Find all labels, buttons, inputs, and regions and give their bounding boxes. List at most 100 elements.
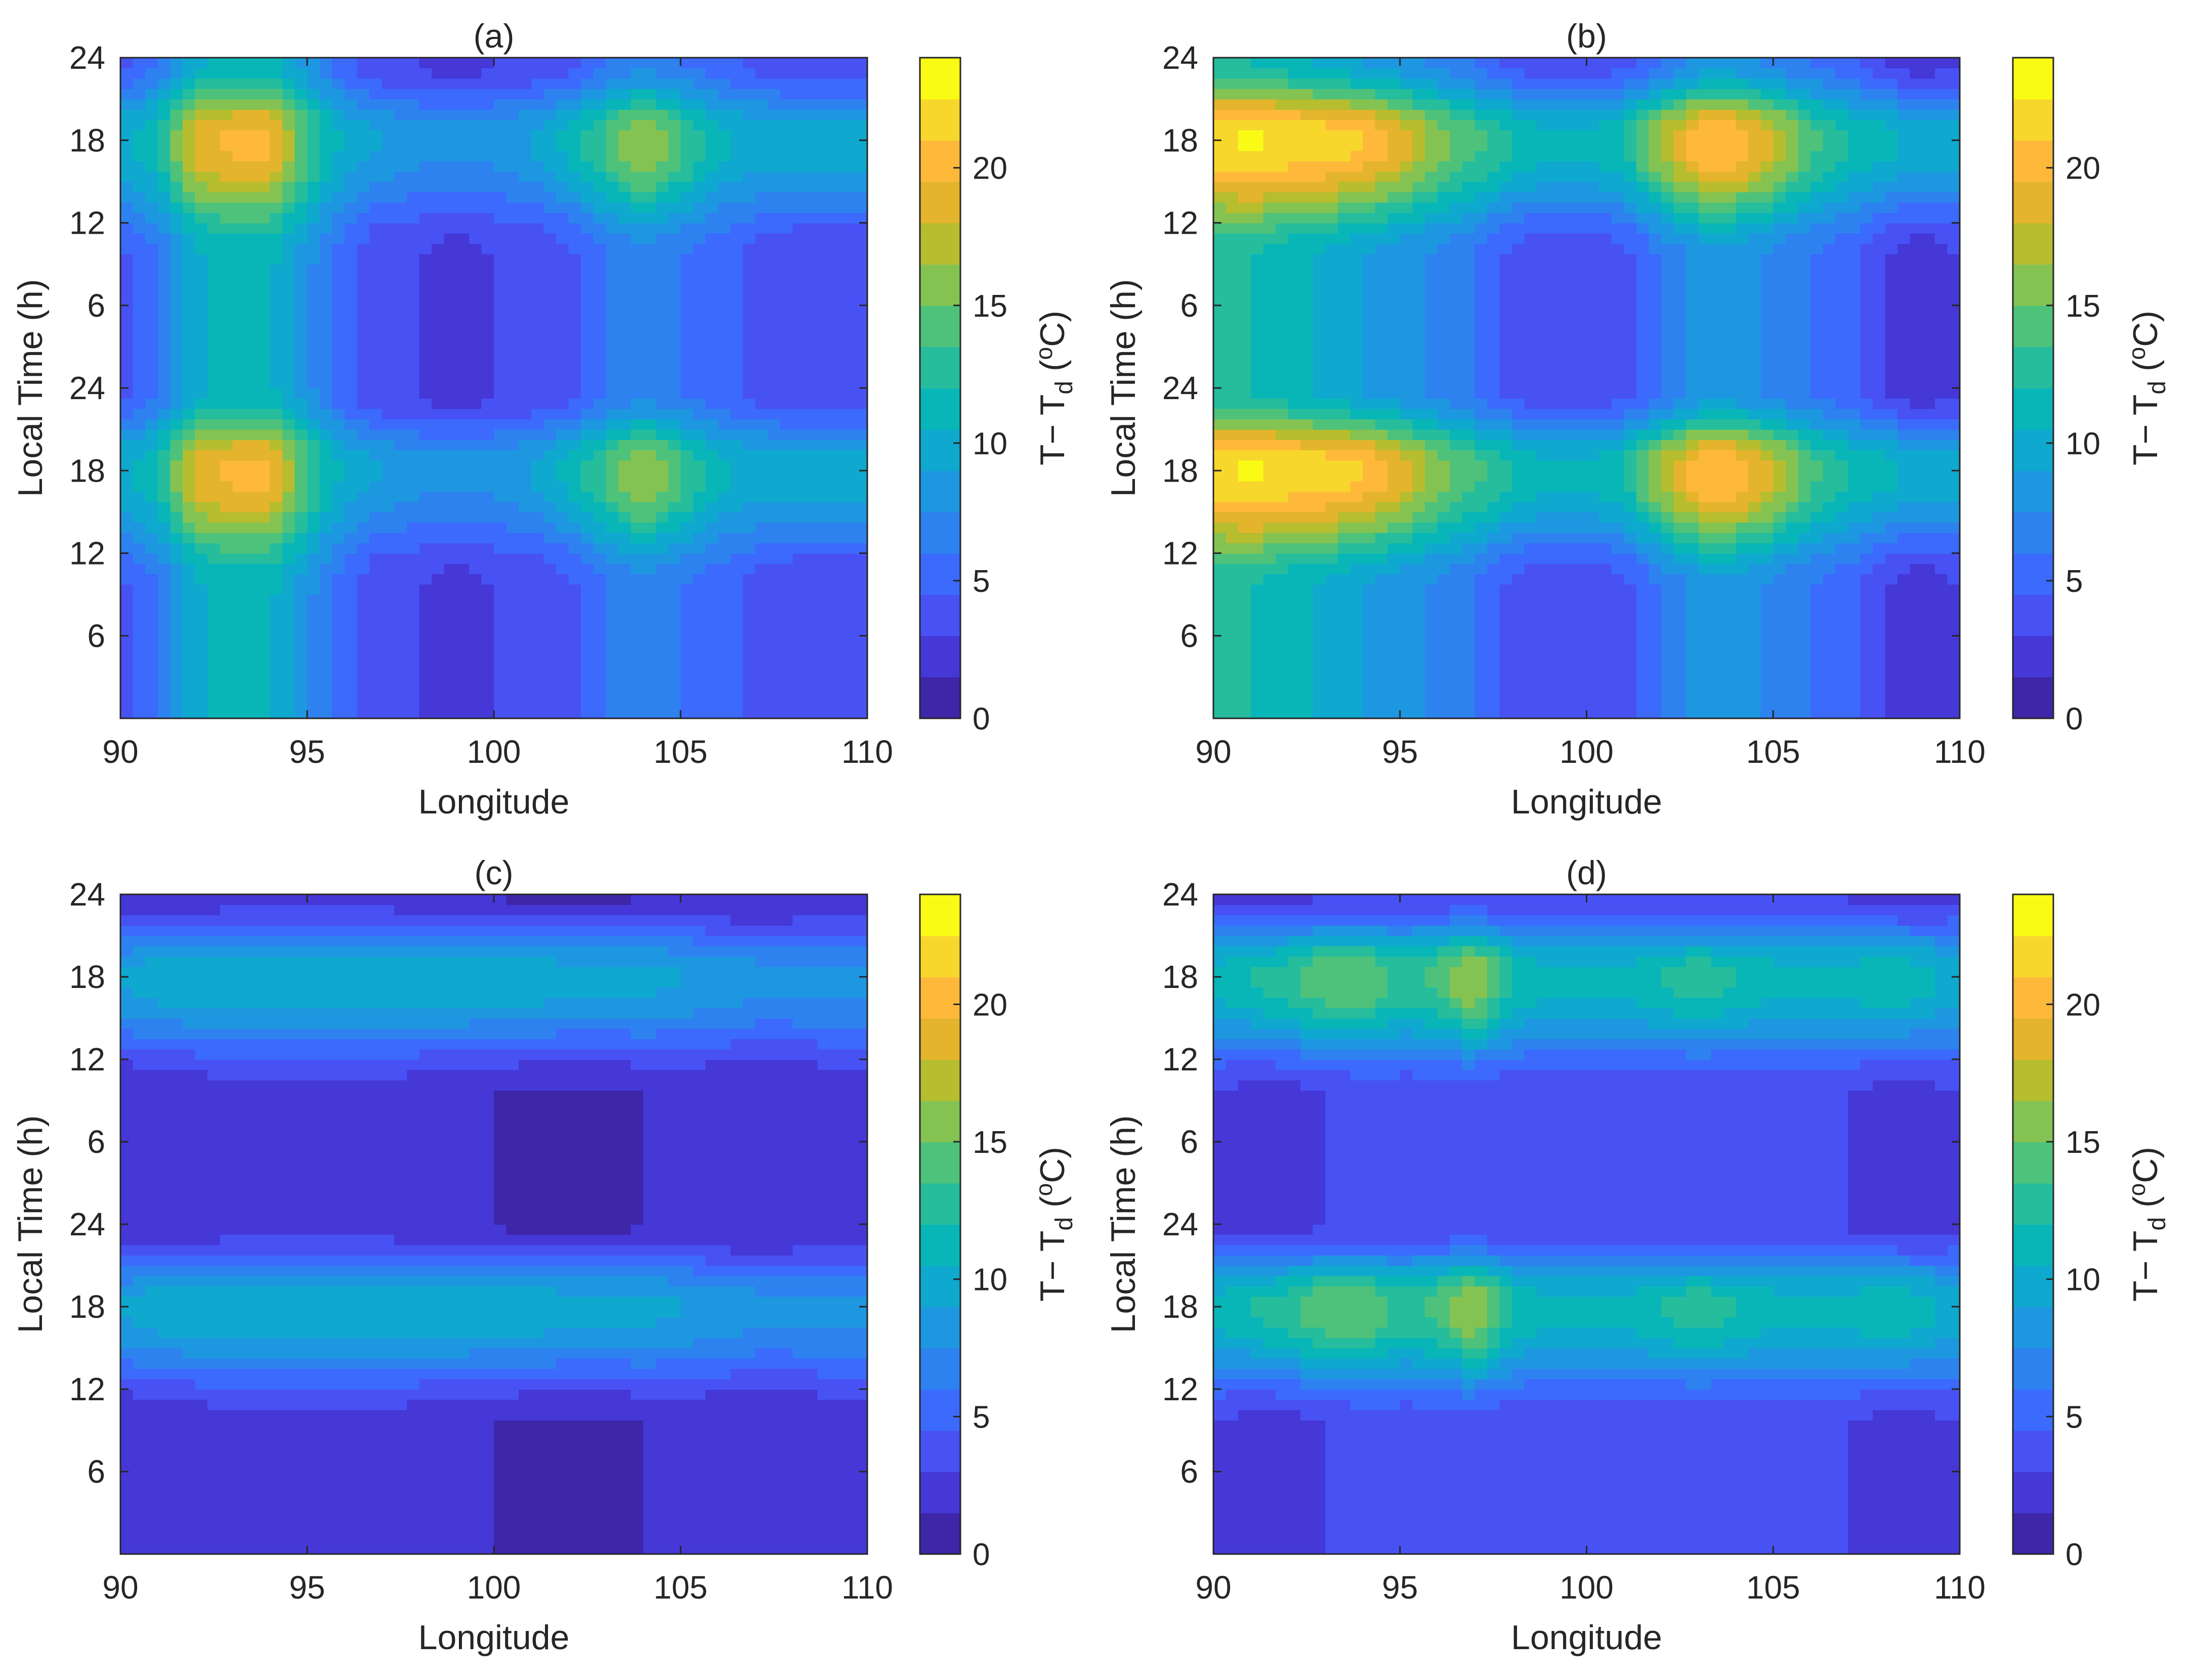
heatmap-cell <box>382 202 395 213</box>
heatmap-cell <box>681 429 694 440</box>
heatmap-cell <box>1375 511 1388 523</box>
heatmap-cell <box>842 89 856 100</box>
heatmap-cell <box>406 698 420 709</box>
heatmap-cell <box>257 336 270 348</box>
heatmap-cell <box>1363 89 1376 100</box>
heatmap-cell <box>1275 295 1289 306</box>
heatmap-cell <box>307 99 320 110</box>
heatmap-cell <box>157 388 171 399</box>
heatmap-cell <box>494 367 507 378</box>
heatmap-cell <box>1250 615 1264 626</box>
heatmap-cell <box>519 511 532 523</box>
heatmap-cell <box>655 594 669 606</box>
heatmap-cell <box>1263 99 1276 110</box>
heatmap-cell <box>1387 305 1401 316</box>
heatmap-cell <box>232 491 245 502</box>
heatmap-cell <box>1375 316 1388 327</box>
heatmap-cell <box>792 336 806 348</box>
heatmap-cell <box>1325 440 1338 451</box>
heatmap-cell <box>133 347 146 358</box>
heatmap-cell <box>394 666 407 678</box>
heatmap-cell <box>332 677 345 688</box>
heatmap-cell <box>232 264 245 275</box>
heatmap-cell <box>693 574 706 585</box>
heatmap-cell <box>718 212 731 224</box>
heatmap-cell <box>1250 543 1264 554</box>
heatmap-cell <box>606 171 619 182</box>
heatmap-cell <box>718 625 731 636</box>
heatmap-cell <box>655 470 669 482</box>
heatmap-cell <box>718 511 731 523</box>
heatmap-cell <box>232 192 245 203</box>
heatmap-cell <box>718 460 731 471</box>
heatmap-cell <box>817 450 830 461</box>
heatmap-cell <box>1400 615 1413 626</box>
heatmap-cell <box>593 171 607 182</box>
heatmap-cell <box>456 419 470 430</box>
heatmap-cell <box>568 264 581 275</box>
heatmap-cell <box>307 481 320 492</box>
heatmap-cell <box>1313 594 1326 606</box>
heatmap-cell <box>519 646 532 657</box>
heatmap-cell <box>1213 481 1227 492</box>
heatmap-cell <box>606 223 619 234</box>
heatmap-cell <box>332 78 345 90</box>
heatmap-cell <box>382 563 395 575</box>
heatmap-cell <box>1288 522 1301 533</box>
heatmap-cell <box>232 202 245 213</box>
heatmap-cell <box>668 460 681 471</box>
heatmap-cell <box>1263 605 1276 616</box>
heatmap-cell <box>1325 522 1338 533</box>
heatmap-cell <box>1337 367 1351 378</box>
heatmap-cell <box>1363 78 1376 90</box>
heatmap-cell <box>245 491 258 502</box>
heatmap-cell <box>257 326 270 337</box>
heatmap-cell <box>1337 161 1351 172</box>
heatmap-cell <box>183 408 196 420</box>
heatmap-cell <box>693 326 706 337</box>
heatmap-cell <box>469 357 482 368</box>
heatmap-cell <box>681 450 694 461</box>
heatmap-cell <box>531 336 544 348</box>
heatmap-cell <box>1288 347 1301 358</box>
heatmap-cell <box>693 264 706 275</box>
heatmap-cell <box>718 708 731 719</box>
heatmap-cell <box>257 574 270 585</box>
heatmap-cell <box>1300 646 1314 657</box>
heatmap-cell <box>344 646 358 657</box>
heatmap-cell <box>780 347 793 358</box>
heatmap-cell <box>157 511 171 523</box>
heatmap-cell <box>270 666 283 678</box>
heatmap-cell <box>120 305 134 316</box>
heatmap-cell <box>705 140 719 151</box>
heatmap-cell <box>842 58 856 69</box>
heatmap-cell <box>494 171 507 182</box>
heatmap-cell <box>195 605 208 616</box>
heatmap-cell <box>394 543 407 554</box>
heatmap-cell <box>1275 398 1289 409</box>
heatmap-cell <box>593 223 607 234</box>
heatmap-cell <box>406 305 420 316</box>
heatmap-cell <box>157 347 171 358</box>
heatmap-cell <box>270 192 283 203</box>
heatmap-cell <box>643 357 656 368</box>
colorbar-segment <box>920 181 960 224</box>
heatmap-cell <box>568 305 581 316</box>
heatmap-cell <box>830 481 843 492</box>
heatmap-cell <box>655 202 669 213</box>
heatmap-cell <box>705 553 719 564</box>
heatmap-cell <box>207 130 221 141</box>
heatmap-cell <box>705 377 719 389</box>
heatmap-cell <box>133 687 146 698</box>
heatmap-cell <box>432 192 445 203</box>
heatmap-cell <box>257 584 270 595</box>
heatmap-cell <box>494 377 507 389</box>
heatmap-cell <box>581 450 594 461</box>
heatmap-cell <box>593 677 607 688</box>
heatmap-cell <box>257 357 270 368</box>
heatmap-cell <box>768 305 781 316</box>
heatmap-cell <box>630 140 644 151</box>
heatmap-cell <box>432 316 445 327</box>
heatmap-cell <box>1387 429 1401 440</box>
heatmap-cell <box>681 615 694 626</box>
